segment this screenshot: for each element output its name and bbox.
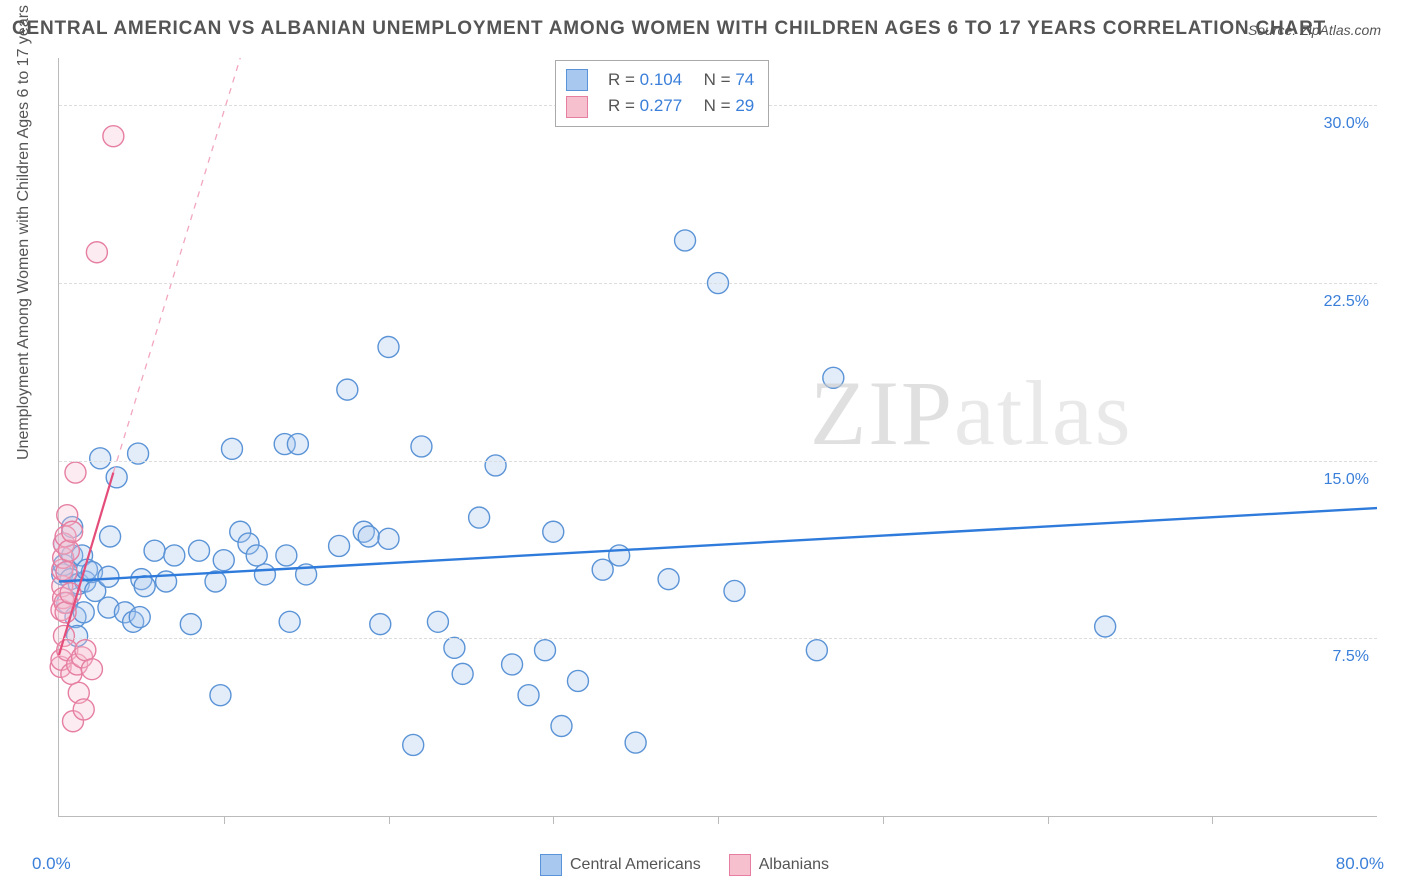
data-point [518, 685, 539, 706]
y-tick-label: 15.0% [1324, 471, 1369, 489]
gridline [59, 638, 1377, 639]
data-point [221, 438, 242, 459]
y-tick-label: 30.0% [1324, 115, 1369, 133]
data-point [411, 436, 432, 457]
x-tick [224, 816, 225, 824]
plot-area: 7.5% 15.0% 22.5% 30.0% [58, 58, 1377, 817]
data-point [98, 566, 119, 587]
x-tick [389, 816, 390, 824]
data-point [543, 521, 564, 542]
x-axis-max-label: 80.0% [1336, 854, 1384, 874]
x-axis-min-label: 0.0% [32, 854, 71, 874]
data-point [81, 659, 102, 680]
stats-row: R = 0.277 N = 29 [566, 93, 754, 119]
data-point [144, 540, 165, 561]
legend-swatch [729, 854, 751, 876]
data-point [358, 526, 379, 547]
data-point [806, 640, 827, 661]
data-point [370, 614, 391, 635]
data-point [592, 559, 613, 580]
source-attribution: Source: ZipAtlas.com [1248, 22, 1381, 38]
data-point [485, 455, 506, 476]
data-point [103, 126, 124, 147]
data-point [551, 715, 572, 736]
stats-row: R = 0.104 N = 74 [566, 67, 754, 93]
data-point [189, 540, 210, 561]
data-point [86, 242, 107, 263]
data-point [56, 562, 77, 583]
data-point [180, 614, 201, 635]
x-tick [883, 816, 884, 824]
x-tick [1048, 816, 1049, 824]
data-point [675, 230, 696, 251]
legend-item: Albanians [729, 854, 829, 876]
x-tick [718, 816, 719, 824]
data-point [90, 448, 111, 469]
scatter-svg [59, 58, 1377, 816]
data-point [658, 569, 679, 590]
legend: Central Americans Albanians [540, 854, 829, 876]
legend-label: Central Americans [570, 856, 701, 873]
data-point [58, 540, 79, 561]
data-point [62, 521, 83, 542]
data-point [378, 528, 399, 549]
x-tick [553, 816, 554, 824]
y-tick-label: 22.5% [1324, 293, 1369, 311]
stat-r: R = 0.104 [608, 67, 682, 93]
data-point [567, 670, 588, 691]
legend-item: Central Americans [540, 854, 701, 876]
stat-n: N = 74 [694, 67, 754, 93]
data-point [129, 607, 150, 628]
data-point [1095, 616, 1116, 637]
chart-title: CENTRAL AMERICAN VS ALBANIAN UNEMPLOYMEN… [12, 18, 1326, 40]
data-point [403, 734, 424, 755]
legend-swatch [540, 854, 562, 876]
data-point [65, 462, 86, 483]
x-tick [1212, 816, 1213, 824]
data-point [210, 685, 231, 706]
legend-swatch [566, 69, 588, 91]
legend-label: Albanians [759, 856, 829, 873]
data-point [427, 611, 448, 632]
stats-box: R = 0.104 N = 74R = 0.277 N = 29 [555, 60, 769, 127]
data-point [279, 611, 300, 632]
data-point [535, 640, 556, 661]
data-point [287, 434, 308, 455]
gridline [59, 283, 1377, 284]
data-point [73, 699, 94, 720]
data-point [724, 580, 745, 601]
data-point [276, 545, 297, 566]
data-point [246, 545, 267, 566]
data-point [444, 637, 465, 658]
data-point [337, 379, 358, 400]
legend-swatch [566, 96, 588, 118]
data-point [134, 576, 155, 597]
y-axis-label: Unemployment Among Women with Children A… [15, 5, 33, 460]
data-point [502, 654, 523, 675]
data-point [329, 535, 350, 556]
data-point [213, 550, 234, 571]
stat-r: R = 0.277 [608, 93, 682, 119]
y-tick-label: 7.5% [1333, 648, 1369, 666]
data-point [469, 507, 490, 528]
data-point [609, 545, 630, 566]
data-point [625, 732, 646, 753]
data-point [75, 640, 96, 661]
data-point [164, 545, 185, 566]
data-point [378, 336, 399, 357]
data-point [100, 526, 121, 547]
stat-n: N = 29 [694, 93, 754, 119]
gridline [59, 461, 1377, 462]
data-point [254, 564, 275, 585]
trend-line-extension [113, 58, 240, 473]
data-point [823, 367, 844, 388]
data-point [452, 663, 473, 684]
